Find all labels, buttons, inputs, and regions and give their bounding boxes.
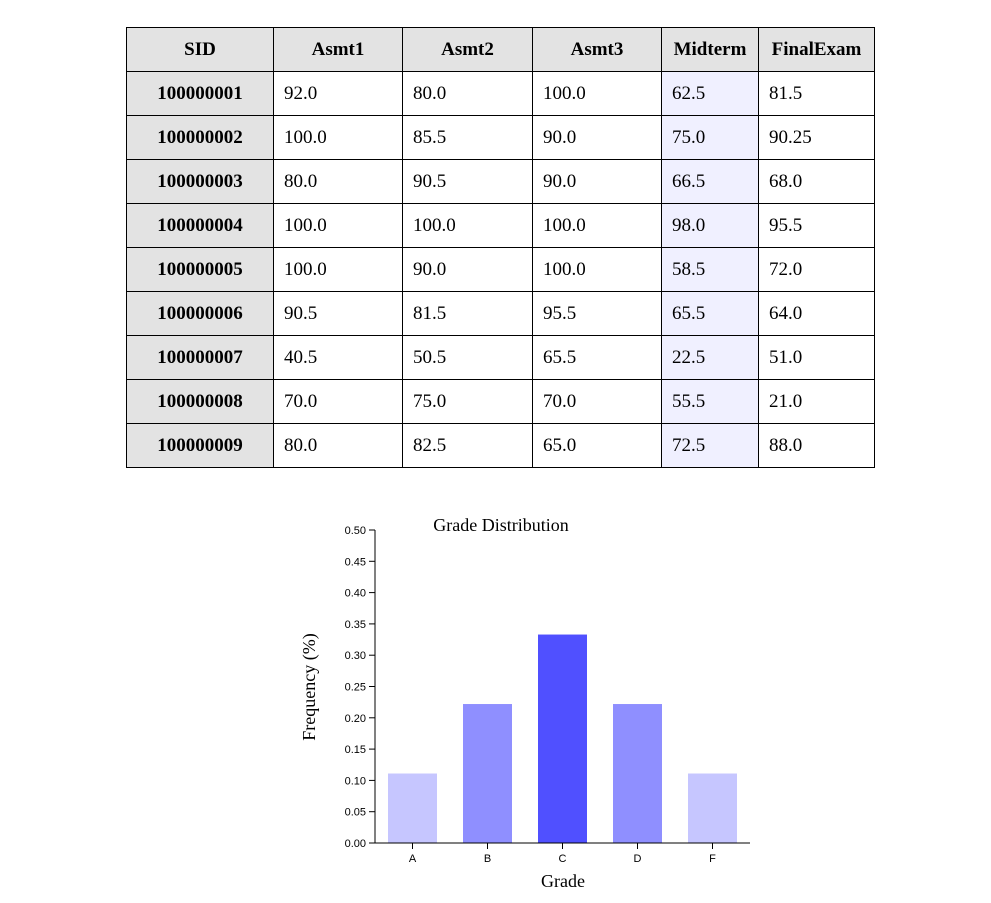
column-header-finalexam: FinalExam: [758, 27, 875, 72]
table-cell-finalexam: 88.0: [758, 423, 875, 468]
y-tick-label: 0.25: [345, 682, 366, 694]
row-header-sid: 100000003: [126, 159, 274, 204]
row-header-sid: 100000006: [126, 291, 274, 336]
table-row: 100000004 100.0 100.0 100.0 98.0 95.5: [126, 203, 875, 248]
bar-d: [613, 704, 662, 843]
table-cell-midterm: 58.5: [661, 247, 759, 292]
table-cell-asmt1: 70.0: [273, 379, 403, 424]
y-axis: 0.00 0.05 0.10 0.15 0.20 0.25 0.30 0.35 0.40 0.45…: [345, 525, 376, 850]
table-row: 100000005 100.0 90.0 100.0 58.5 72.0: [126, 247, 875, 292]
table-body: 100000001 92.0 80.0 100.0 62.5 81.5 100000002 1…: [126, 71, 875, 468]
y-tick-label: 0.50: [345, 525, 366, 537]
table-cell-midterm: 22.5: [661, 335, 759, 380]
table-cell-asmt2: 80.0: [402, 71, 533, 116]
table-cell-asmt1: 80.0: [273, 423, 403, 468]
table-cell-midterm: 72.5: [661, 423, 759, 468]
table-row: 100000001 92.0 80.0 100.0 62.5 81.5: [126, 71, 875, 116]
row-header-sid: 100000007: [126, 335, 274, 380]
table-cell-finalexam: 72.0: [758, 247, 875, 292]
table-cell-asmt3: 100.0: [532, 247, 662, 292]
table-cell-asmt2: 75.0: [402, 379, 533, 424]
y-axis-label: Frequency (%): [299, 633, 320, 740]
y-tick-label: 0.40: [345, 588, 366, 600]
table-cell-asmt3: 90.0: [532, 159, 662, 204]
grades-table: SID Asmt1 Asmt2 Asmt3 Midterm FinalExam …: [126, 27, 875, 468]
table-cell-asmt3: 100.0: [532, 71, 662, 116]
table-cell-asmt2: 82.5: [402, 423, 533, 468]
row-header-sid: 100000009: [126, 423, 274, 468]
table-cell-midterm: 55.5: [661, 379, 759, 424]
x-tick-label: F: [709, 853, 716, 865]
row-header-sid: 100000002: [126, 115, 274, 160]
table-row: 100000008 70.0 75.0 70.0 55.5 21.0: [126, 379, 875, 424]
row-header-sid: 100000004: [126, 203, 274, 248]
y-tick-label: 0.05: [345, 807, 366, 819]
table-cell-asmt2: 90.0: [402, 247, 533, 292]
table-cell-midterm: 66.5: [661, 159, 759, 204]
y-tick-label: 0.45: [345, 556, 366, 568]
table-row: 100000002 100.0 85.5 90.0 75.0 90.25: [126, 115, 875, 160]
table-cell-asmt1: 100.0: [273, 247, 403, 292]
bar-b: [463, 704, 512, 843]
table-cell-finalexam: 64.0: [758, 291, 875, 336]
bar-a: [388, 773, 437, 843]
table-header-row: SID Asmt1 Asmt2 Asmt3 Midterm FinalExam: [126, 27, 875, 72]
bar-f: [688, 773, 737, 843]
x-tick-label: A: [409, 853, 417, 865]
row-header-sid: 100000001: [126, 71, 274, 116]
table-cell-midterm: 62.5: [661, 71, 759, 116]
column-header-asmt3: Asmt3: [532, 27, 662, 72]
table-cell-asmt2: 50.5: [402, 335, 533, 380]
y-tick-label: 0.20: [345, 713, 366, 725]
x-axis-label: Grade: [541, 871, 585, 891]
column-header-sid: SID: [126, 27, 274, 72]
chart-title: Grade Distribution: [433, 515, 568, 535]
y-tick-label: 0.30: [345, 650, 366, 662]
table-cell-asmt3: 65.5: [532, 335, 662, 380]
table-cell-midterm: 75.0: [661, 115, 759, 160]
y-tick-label: 0.35: [345, 619, 366, 631]
bar-c: [538, 634, 587, 843]
table-cell-asmt3: 95.5: [532, 291, 662, 336]
table-cell-finalexam: 81.5: [758, 71, 875, 116]
y-tick-label: 0.00: [345, 838, 366, 850]
table-cell-asmt1: 92.0: [273, 71, 403, 116]
table-cell-asmt3: 90.0: [532, 115, 662, 160]
x-tick-label: C: [559, 853, 567, 865]
x-tick-label: D: [634, 853, 642, 865]
table-cell-midterm: 65.5: [661, 291, 759, 336]
table-row: 100000007 40.5 50.5 65.5 22.5 51.0: [126, 335, 875, 380]
table-cell-asmt1: 100.0: [273, 115, 403, 160]
table-cell-finalexam: 68.0: [758, 159, 875, 204]
table-row: 100000009 80.0 82.5 65.0 72.5 88.0: [126, 423, 875, 468]
row-header-sid: 100000008: [126, 379, 274, 424]
column-header-midterm: Midterm: [661, 27, 759, 72]
bars-group: [388, 634, 737, 843]
table-cell-finalexam: 21.0: [758, 379, 875, 424]
y-tick-label: 0.10: [345, 775, 366, 787]
table-row: 100000003 80.0 90.5 90.0 66.5 68.0: [126, 159, 875, 204]
y-tick-label: 0.15: [345, 744, 366, 756]
x-tick-label: B: [484, 853, 491, 865]
table-cell-midterm: 98.0: [661, 203, 759, 248]
table-cell-asmt3: 65.0: [532, 423, 662, 468]
table-cell-asmt3: 100.0: [532, 203, 662, 248]
table-cell-asmt2: 90.5: [402, 159, 533, 204]
